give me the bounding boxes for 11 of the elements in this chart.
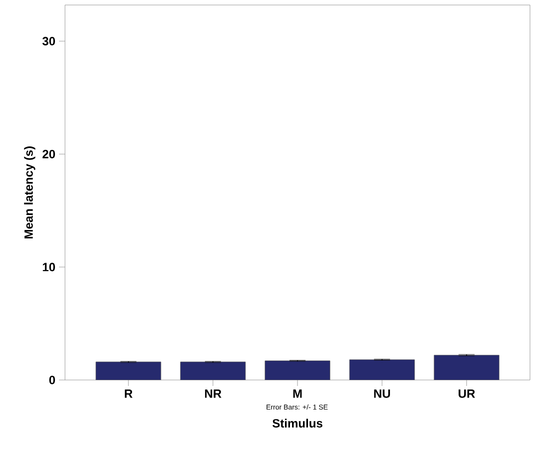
y-tick-label: 10 xyxy=(42,262,55,272)
y-tick-label: 0 xyxy=(49,376,55,384)
x-tick-label: NR xyxy=(205,390,222,398)
x-tick-label: NU xyxy=(374,390,390,398)
y-tick-label: 20 xyxy=(42,150,55,158)
y-tick-label: 30 xyxy=(42,36,55,46)
y-axis-title: Mean latency (s) xyxy=(24,146,36,238)
x-tick-label: UR xyxy=(458,390,476,398)
x-axis-title: Stimulus xyxy=(272,418,322,428)
x-tick-label: R xyxy=(124,390,132,398)
x-tick-label: M xyxy=(293,390,302,398)
